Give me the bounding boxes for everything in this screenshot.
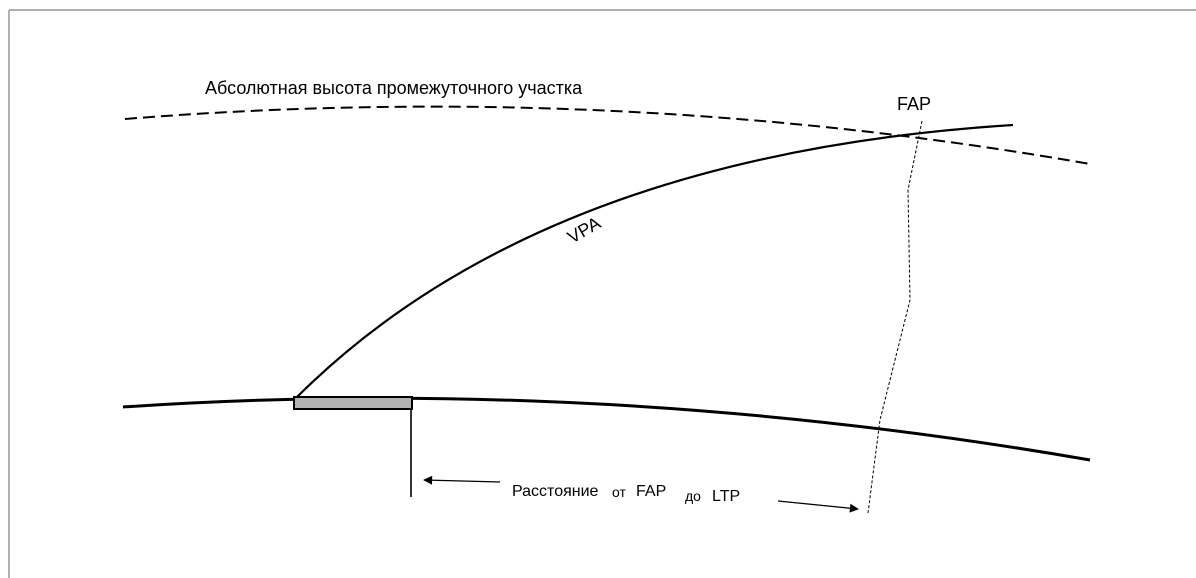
intermediate-altitude-label: Абсолютная высота промежуточного участка — [205, 78, 583, 98]
fap-label: FAP — [897, 94, 931, 114]
distance-label-ltp: LTP — [712, 488, 740, 505]
distance-label-to: до — [685, 488, 701, 504]
ground-curve — [122, 396, 1091, 462]
distance-arrow-left — [423, 475, 501, 485]
distance-arrow-right — [777, 500, 859, 513]
intermediate-altitude-curve — [124, 105, 1091, 165]
distance-label-from: от — [612, 484, 626, 500]
vpa-curve — [296, 123, 1014, 398]
distance-label-fap: FAP — [636, 483, 666, 500]
distance-label-word: Расстояние — [512, 483, 599, 500]
runway — [293, 396, 413, 410]
fap-vertical-line — [867, 120, 923, 514]
distance-label: Расстояние от FAP до LTP — [512, 483, 740, 505]
